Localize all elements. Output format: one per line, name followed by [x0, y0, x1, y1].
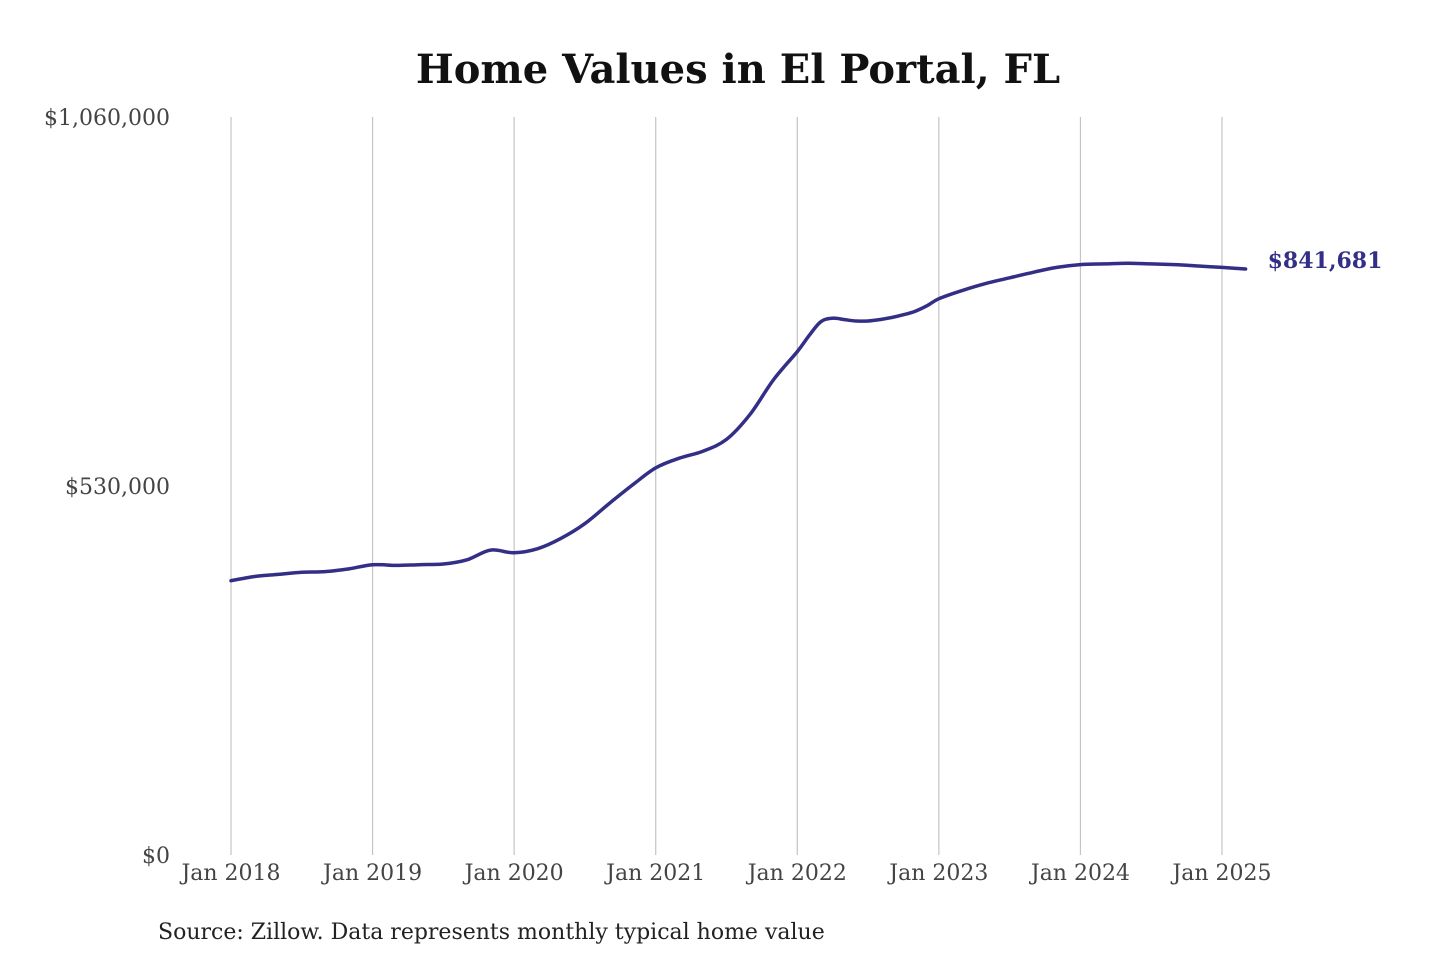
y-tick-label: $1,060,000 [44, 106, 170, 131]
x-tick-label: Jan 2021 [604, 861, 705, 886]
gridlines [230, 117, 1223, 855]
x-tick-label: Jan 2025 [1170, 861, 1271, 886]
x-tick-label: Jan 2022 [746, 861, 847, 886]
latest-value-label: $841,681 [1268, 248, 1383, 274]
y-tick-label: $0 [142, 844, 170, 869]
x-tick-label: Jan 2024 [1029, 861, 1130, 886]
y-axis-ticks: $0 $530,000 $1,060,000 [44, 106, 170, 869]
x-tick-label: Jan 2019 [321, 861, 422, 886]
x-tick-label: Jan 2023 [887, 861, 988, 886]
x-tick-label: Jan 2020 [463, 861, 564, 886]
x-tick-label: Jan 2018 [179, 861, 280, 886]
chart-title: Home Values in El Portal, FL [416, 46, 1060, 93]
source-note: Source: Zillow. Data represents monthly … [158, 920, 825, 945]
x-axis-ticks: Jan 2018 Jan 2019 Jan 2020 Jan 2021 Jan 2022… [179, 861, 1271, 886]
y-tick-label: $530,000 [65, 475, 170, 500]
home-value-line [229, 261, 1248, 583]
